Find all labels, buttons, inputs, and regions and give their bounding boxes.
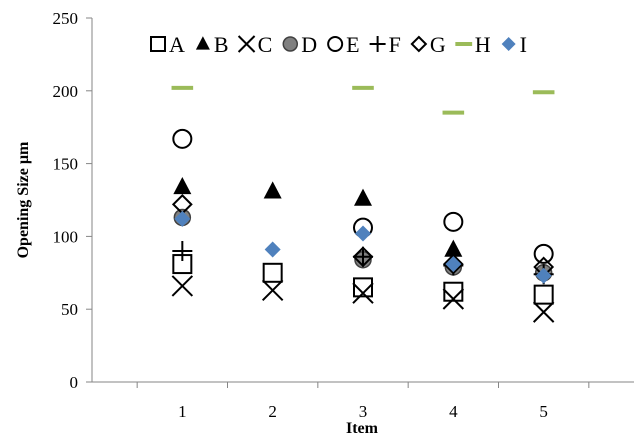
- data-point: [533, 284, 554, 305]
- legend-marker: [501, 37, 516, 51]
- data-point: [172, 240, 193, 261]
- legend-item-D: D: [282, 32, 317, 57]
- tick-labels: 0 50 100 150 200 250 1 2 3 4 5: [53, 9, 548, 421]
- data-point: [442, 253, 464, 275]
- legend-label: I: [520, 32, 527, 57]
- legend-item-C: C: [237, 32, 273, 57]
- series-D: [173, 208, 553, 282]
- legend-item-F: F: [369, 32, 401, 57]
- y-tick-label: 150: [53, 155, 79, 174]
- legend-marker: [150, 36, 166, 52]
- legend-label: B: [214, 32, 229, 57]
- legend-marker: [195, 36, 210, 50]
- data-point: [442, 288, 465, 310]
- y-tick-label: 200: [53, 82, 79, 101]
- legend-label: G: [430, 32, 446, 57]
- y-tick-label: 100: [53, 227, 79, 246]
- legend-marker: [410, 35, 428, 53]
- series-A: [172, 254, 554, 305]
- legend-item-I: I: [501, 32, 527, 57]
- ticks: [86, 17, 590, 388]
- legend-item-A: A: [150, 32, 185, 57]
- data-point: [354, 188, 372, 206]
- data-point: [444, 239, 463, 257]
- legend-marker: [327, 36, 344, 52]
- legend: A B C D E F G H I: [150, 32, 527, 57]
- y-tick-label: 50: [61, 300, 78, 319]
- series-H: [171, 85, 555, 115]
- axes: [91, 18, 634, 383]
- data-point: [261, 279, 284, 301]
- data-point: [171, 275, 194, 297]
- x-axis-title: Item: [346, 420, 379, 437]
- legend-label: E: [346, 32, 359, 57]
- data-point: [355, 225, 371, 242]
- x-tick-label: 5: [539, 402, 548, 421]
- legend-item-B: B: [195, 32, 229, 57]
- series-B: [173, 176, 463, 257]
- data-point: [353, 246, 373, 267]
- legend-label: D: [301, 32, 317, 57]
- data-point: [533, 243, 554, 264]
- legend-marker: [282, 36, 299, 52]
- legend-label: A: [169, 32, 185, 57]
- data-point: [352, 246, 374, 268]
- y-tick-label: 250: [53, 9, 79, 28]
- series-C: [171, 275, 555, 323]
- data-point: [173, 176, 192, 195]
- data-point: [445, 256, 462, 273]
- legend-item-E: E: [327, 32, 360, 57]
- data-point: [263, 181, 282, 199]
- x-tick-label: 2: [268, 402, 277, 421]
- y-tick-label: 0: [70, 373, 79, 392]
- data-point: [353, 277, 373, 298]
- data-point: [532, 301, 555, 323]
- legend-label: H: [475, 32, 491, 57]
- data-point: [262, 262, 283, 283]
- legend-label: C: [258, 32, 273, 57]
- x-tick-label: 4: [449, 402, 458, 421]
- data-point: [172, 128, 193, 149]
- data-point: [443, 281, 464, 302]
- data-points: [171, 85, 555, 323]
- data-point: [535, 267, 552, 284]
- data-point: [443, 211, 464, 232]
- data-point: [352, 282, 374, 304]
- legend-item-G: G: [410, 32, 446, 57]
- legend-marker: [369, 36, 386, 52]
- series-I: [174, 210, 552, 284]
- x-tick-label: 1: [178, 402, 187, 421]
- data-point: [264, 241, 281, 258]
- legend-marker: [237, 35, 256, 53]
- data-point: [174, 210, 191, 227]
- legend-item-H: H: [455, 32, 491, 57]
- x-tick-label: 3: [359, 402, 368, 421]
- y-axis-title: Opening Size µm: [15, 141, 32, 258]
- legend-label: F: [389, 32, 401, 57]
